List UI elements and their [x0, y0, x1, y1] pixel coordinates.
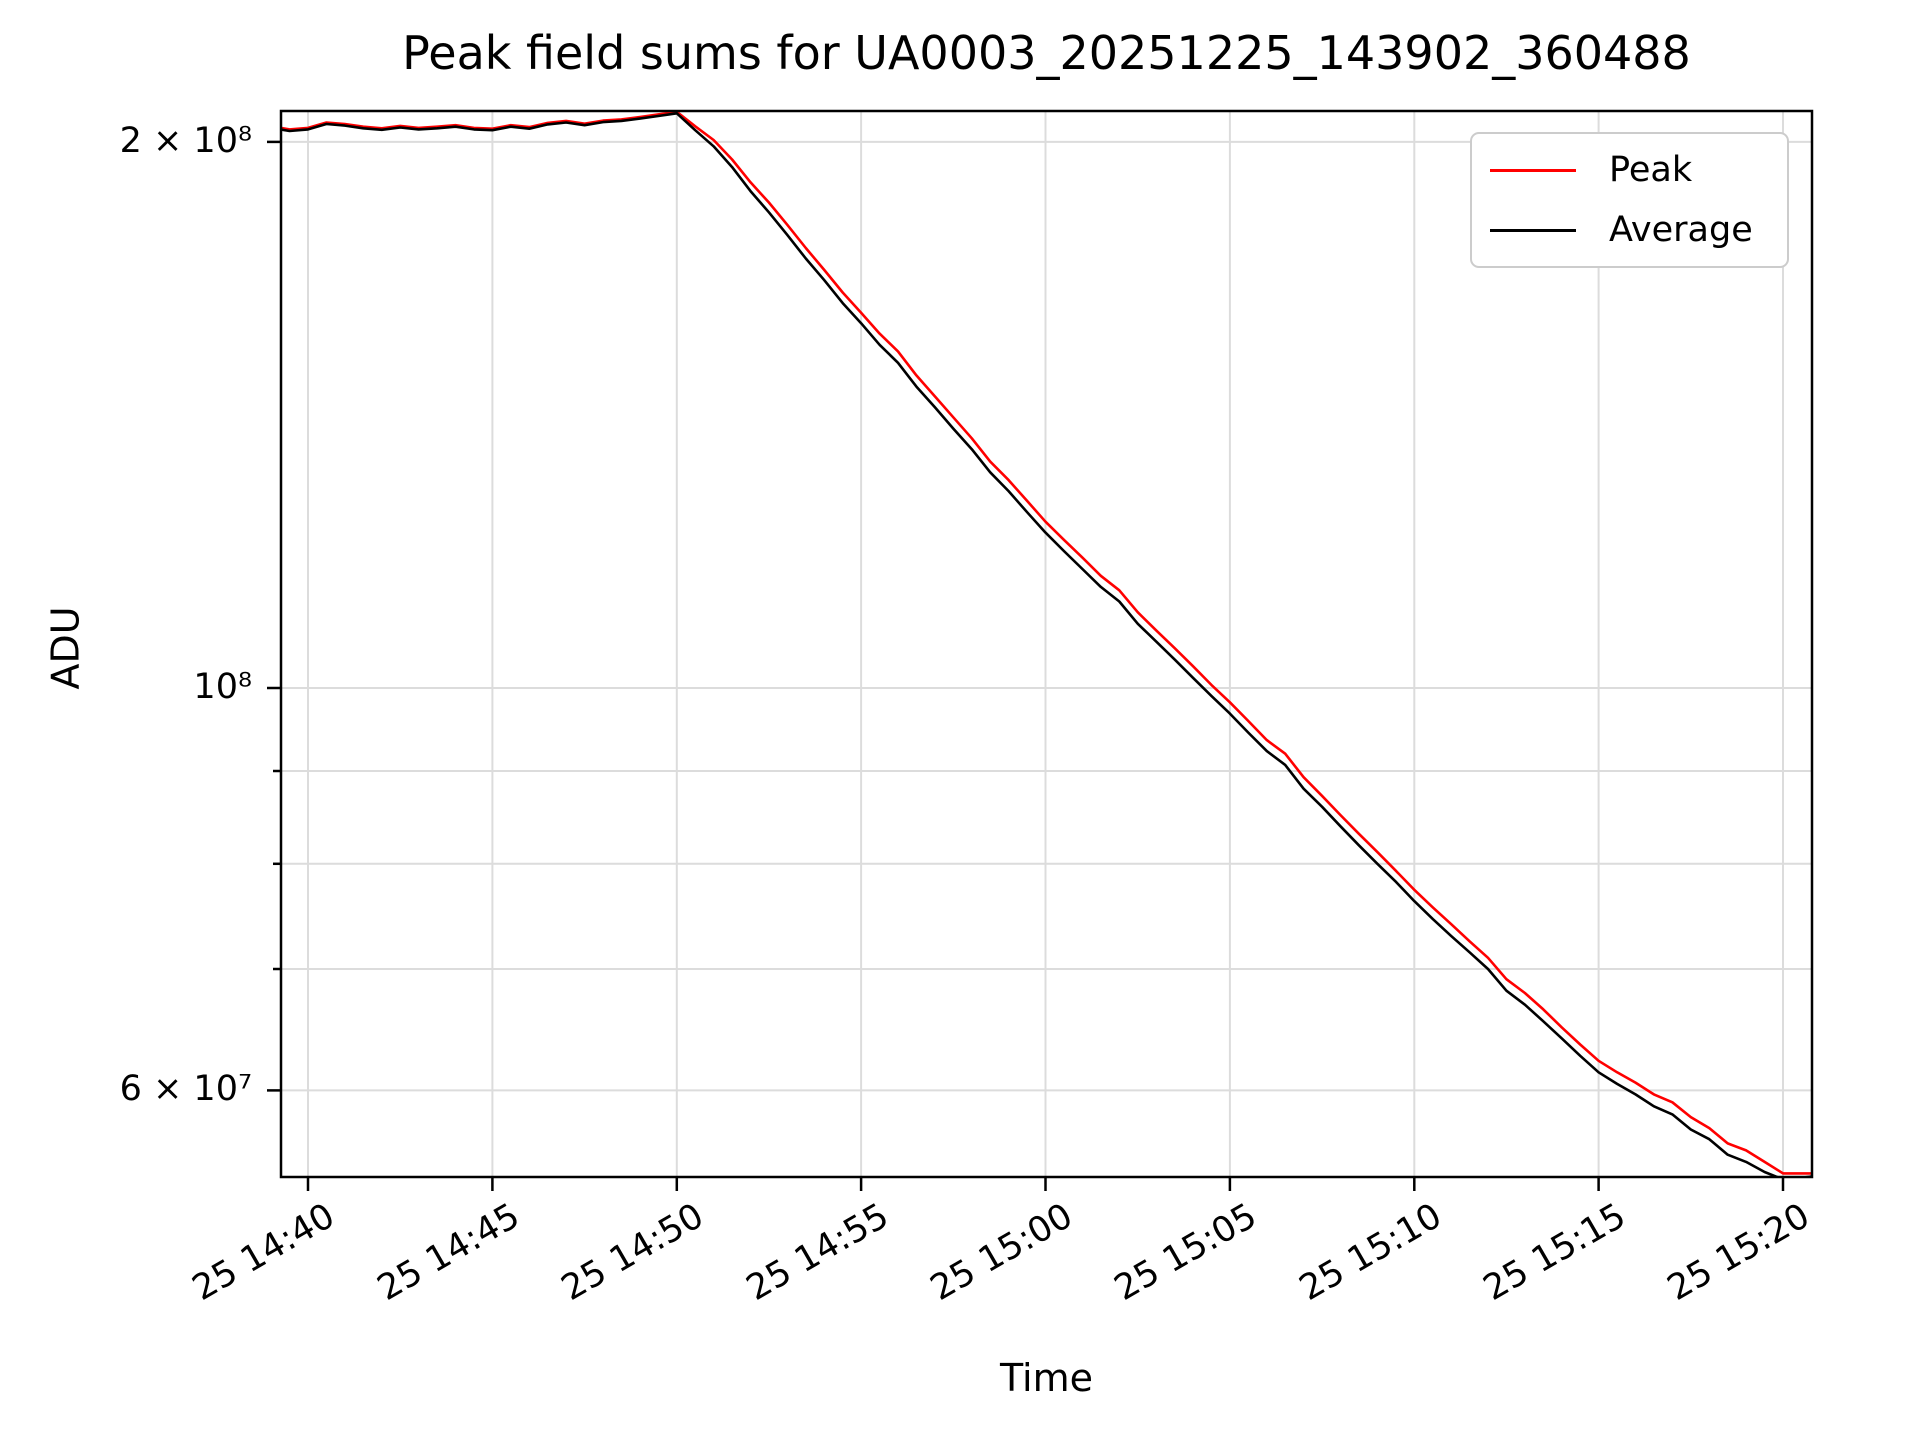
- peak-line-swatch: [1490, 168, 1576, 172]
- legend-label-peak: Peak: [1609, 149, 1693, 190]
- y-tick-label: 6 × 10⁷: [119, 1069, 252, 1110]
- y-tick-label: 2 × 10⁸: [119, 121, 252, 162]
- legend-label-average: Average: [1609, 209, 1753, 250]
- chart-title: Peak field sums for UA0003_20251225_1439…: [402, 26, 1691, 80]
- legend-entry-average: Average: [1490, 209, 1769, 250]
- y-tick-label: 10⁸: [193, 667, 252, 708]
- average-line-swatch: [1490, 228, 1576, 232]
- legend: Peak Average: [1470, 132, 1789, 268]
- x-axis-label: Time: [1000, 1356, 1093, 1400]
- legend-entry-peak: Peak: [1490, 149, 1769, 190]
